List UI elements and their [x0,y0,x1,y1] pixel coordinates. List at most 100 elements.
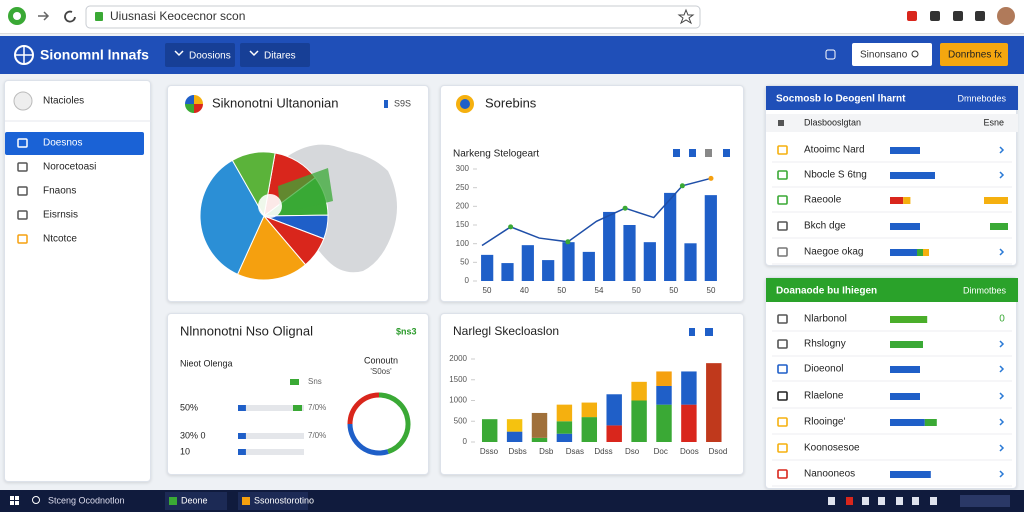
row-label: Raeoole [804,195,842,206]
x-tick-label: Dsb [539,447,554,456]
taskbar-app[interactable] [238,492,308,510]
row-icon [777,170,788,180]
x-tick-label: 50 [557,286,566,295]
toolbar-icon[interactable] [953,11,963,21]
toolbar-icon[interactable] [907,11,917,21]
bar [562,242,575,281]
avatar[interactable] [997,7,1015,25]
tray-icon [912,497,919,505]
nav-icon [17,138,28,148]
app-header: Sionomnl lnnafs Doosions Ditares Sinonsano D… [0,36,1024,74]
stack-segment [606,425,622,442]
canvas: Socmosb lo Deogenl lharnt Dmnebodes Dlasbo… [766,86,1018,265]
browser-bar: Uiusnasi Keocecnor scon [0,0,1024,34]
chart-tool-icon[interactable] [705,149,712,157]
donut-segment [347,392,380,425]
y-tick-label: 500 [454,416,468,425]
stack-segment [681,404,697,442]
address-bar[interactable] [85,5,701,29]
row-bar [924,419,937,426]
panel-title: Socmosb lo Deogenl lharnt [776,94,906,105]
chevron [999,392,1005,400]
header-icon [778,120,784,126]
column-header [766,114,1018,132]
row-icon [777,145,788,155]
chart-tool-icon[interactable] [705,328,713,336]
y-tick-label: 1000 [449,396,467,405]
card-icon-inner [460,99,470,109]
column-title: Esne [983,117,1004,127]
row-label: Nlarbonol [804,314,847,325]
nav-item: Eisrnsis [43,210,78,221]
bar [684,243,697,281]
nav-icon [17,210,28,220]
row-icon [777,314,788,324]
row-end-bar [984,197,1008,204]
start-button[interactable] [10,496,19,505]
x-tick-label: 50 [632,286,641,295]
bar [582,251,595,281]
chart-tool-icon[interactable] [689,328,695,336]
progress-card: Nlnnonotni Nso Olignal $ns3 Nieot Olenga Co… [167,313,429,475]
row-end-bar [990,223,1008,230]
chart-tool-icon[interactable] [689,149,696,157]
card-title: Narlegl Skecloaslon [453,324,559,338]
stack-segment [556,404,573,422]
chevron [999,171,1005,179]
progress-track [238,433,304,439]
sidebar-title: Ntacioles [43,96,84,107]
trend-line [481,177,712,247]
row-bar [890,341,923,348]
y-tick-label: 2000 [449,354,467,363]
header-button-label: Donrbnes fx [948,50,1002,61]
back-button[interactable] [38,11,50,21]
nav-tab[interactable] [165,43,235,67]
search-box[interactable] [852,43,932,66]
nav-tab[interactable] [240,43,310,67]
row-bar [890,197,904,204]
x-tick-label: Ddss [594,447,612,456]
chevron [999,340,1005,348]
stack-segment [581,417,598,442]
row-icon [777,443,788,453]
row-bar [890,249,917,256]
brand-logo-lines [15,46,33,64]
row-label: 50% [180,402,198,412]
row-label: Rhslogny [804,339,846,350]
badge-icon [384,100,388,108]
stack-segment [631,381,647,401]
taskbar-app[interactable] [165,492,227,510]
card-icon [185,95,194,104]
row-label: Rlaelone [804,391,844,402]
row-bar [890,393,920,400]
chart-tool-icon[interactable] [723,149,730,157]
lock-icon [95,12,103,21]
x-tick-label: 50 [669,286,678,295]
tab-icon [249,50,259,57]
search-icon [32,496,40,504]
chevron [999,365,1005,373]
card-icon [185,104,194,113]
toolbar-icon[interactable] [930,11,940,21]
bar [481,254,494,281]
row-icon [777,221,788,231]
x-tick-label: Dsas [566,447,584,456]
stack-segment [631,400,647,442]
header-button[interactable] [940,43,1008,66]
stack-segment [681,371,697,405]
card-icon [194,95,203,104]
reload-button[interactable] [64,10,76,23]
row-label: Rlooinge' [804,417,845,428]
toolbar-icon[interactable] [975,11,985,21]
donut-subtitle: 'S0os' [370,367,392,376]
app-label: Deone [181,495,208,505]
donut-segment [378,392,411,454]
list-panel: Socmosb lo Deogenl lharnt Dmnebodes Dlasbo… [765,85,1018,266]
row-icon [777,391,788,401]
x-tick-label: 50 [483,286,492,295]
chart-tool-icon[interactable] [673,149,680,157]
panel-title: Doanaode bu Ihiegen [776,286,877,297]
nav-item: Fnaons [43,186,76,197]
row-bar [890,172,935,179]
